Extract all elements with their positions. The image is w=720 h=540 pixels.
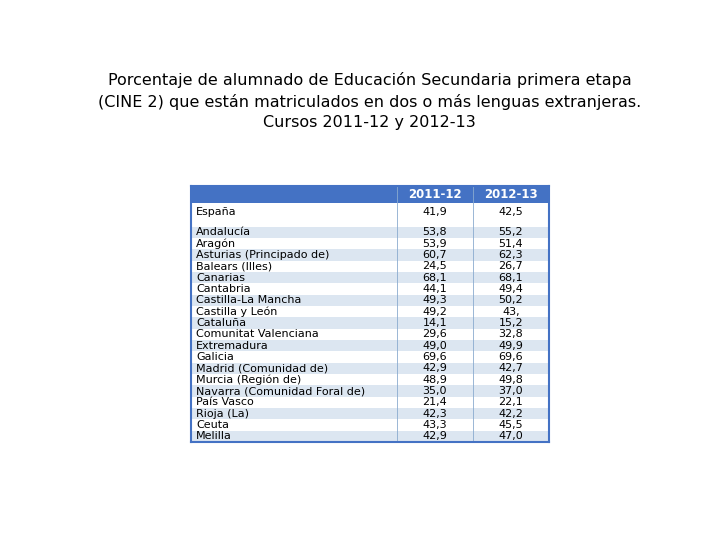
- Text: 49,0: 49,0: [423, 341, 447, 350]
- FancyBboxPatch shape: [191, 340, 549, 352]
- FancyBboxPatch shape: [191, 363, 549, 374]
- Text: Cantabria: Cantabria: [197, 284, 251, 294]
- Text: Extremadura: Extremadura: [197, 341, 269, 350]
- FancyBboxPatch shape: [191, 374, 549, 386]
- Text: Andalucía: Andalucía: [197, 227, 251, 237]
- Text: 69,6: 69,6: [498, 352, 523, 362]
- Text: 22,1: 22,1: [498, 397, 523, 407]
- FancyBboxPatch shape: [191, 226, 549, 238]
- Text: Comunitat Valenciana: Comunitat Valenciana: [197, 329, 319, 339]
- Text: Canarias: Canarias: [197, 273, 246, 282]
- Text: 29,6: 29,6: [423, 329, 447, 339]
- FancyBboxPatch shape: [191, 272, 549, 284]
- Text: 48,9: 48,9: [422, 375, 447, 384]
- Text: Balears (Illes): Balears (Illes): [197, 261, 272, 271]
- FancyBboxPatch shape: [191, 420, 549, 431]
- FancyBboxPatch shape: [191, 306, 549, 318]
- FancyBboxPatch shape: [191, 329, 549, 340]
- FancyBboxPatch shape: [191, 386, 549, 397]
- Text: 68,1: 68,1: [498, 273, 523, 282]
- FancyBboxPatch shape: [191, 408, 549, 420]
- Text: 41,9: 41,9: [423, 207, 447, 217]
- Text: Ceuta: Ceuta: [197, 420, 230, 430]
- FancyBboxPatch shape: [191, 295, 549, 306]
- Text: Castilla-La Mancha: Castilla-La Mancha: [197, 295, 302, 305]
- FancyBboxPatch shape: [191, 397, 549, 408]
- Text: Aragón: Aragón: [197, 238, 236, 249]
- Text: Madrid (Comunidad de): Madrid (Comunidad de): [197, 363, 328, 373]
- Text: Castilla y León: Castilla y León: [197, 306, 278, 317]
- Text: 43,: 43,: [502, 307, 520, 316]
- Text: 50,2: 50,2: [498, 295, 523, 305]
- Text: 35,0: 35,0: [423, 386, 447, 396]
- FancyBboxPatch shape: [191, 204, 549, 220]
- FancyBboxPatch shape: [191, 318, 549, 329]
- Text: 49,2: 49,2: [422, 307, 447, 316]
- Text: 45,5: 45,5: [498, 420, 523, 430]
- Text: 49,4: 49,4: [498, 284, 523, 294]
- Text: 49,8: 49,8: [498, 375, 523, 384]
- Text: 49,9: 49,9: [498, 341, 523, 350]
- Text: 51,4: 51,4: [498, 239, 523, 248]
- FancyBboxPatch shape: [191, 352, 549, 363]
- Text: 44,1: 44,1: [423, 284, 447, 294]
- Text: 2012-13: 2012-13: [484, 188, 538, 201]
- FancyBboxPatch shape: [191, 238, 549, 249]
- Text: País Vasco: País Vasco: [197, 397, 254, 407]
- Text: 14,1: 14,1: [423, 318, 447, 328]
- Text: 69,6: 69,6: [423, 352, 447, 362]
- FancyBboxPatch shape: [191, 260, 549, 272]
- Text: Galicia: Galicia: [197, 352, 234, 362]
- Text: 42,5: 42,5: [498, 207, 523, 217]
- Text: 15,2: 15,2: [498, 318, 523, 328]
- Text: 26,7: 26,7: [498, 261, 523, 271]
- Text: 2011-12: 2011-12: [408, 188, 462, 201]
- Text: 42,3: 42,3: [423, 409, 447, 419]
- Text: Rioja (La): Rioja (La): [197, 409, 249, 419]
- Text: 55,2: 55,2: [498, 227, 523, 237]
- Text: 60,7: 60,7: [423, 250, 447, 260]
- Text: Melilla: Melilla: [197, 431, 233, 441]
- Text: 62,3: 62,3: [498, 250, 523, 260]
- FancyBboxPatch shape: [191, 431, 549, 442]
- Text: 37,0: 37,0: [498, 386, 523, 396]
- Text: 43,3: 43,3: [423, 420, 447, 430]
- Text: 53,9: 53,9: [423, 239, 447, 248]
- FancyBboxPatch shape: [191, 186, 549, 204]
- Text: Asturias (Principado de): Asturias (Principado de): [197, 250, 330, 260]
- FancyBboxPatch shape: [191, 284, 549, 295]
- Text: 32,8: 32,8: [498, 329, 523, 339]
- Text: 68,1: 68,1: [423, 273, 447, 282]
- Text: 21,4: 21,4: [423, 397, 447, 407]
- Text: Navarra (Comunidad Foral de): Navarra (Comunidad Foral de): [197, 386, 366, 396]
- Text: 42,2: 42,2: [498, 409, 523, 419]
- FancyBboxPatch shape: [191, 249, 549, 260]
- Text: 49,3: 49,3: [423, 295, 447, 305]
- Text: Porcentaje de alumnado de Educación Secundaria primera etapa
(CINE 2) que están : Porcentaje de alumnado de Educación Secu…: [98, 72, 642, 130]
- Text: 53,8: 53,8: [423, 227, 447, 237]
- Text: España: España: [197, 207, 237, 217]
- Text: 42,7: 42,7: [498, 363, 523, 373]
- Text: 47,0: 47,0: [498, 431, 523, 441]
- Text: Cataluña: Cataluña: [197, 318, 246, 328]
- Text: 42,9: 42,9: [422, 363, 447, 373]
- Text: Murcia (Región de): Murcia (Región de): [197, 374, 302, 385]
- Text: 24,5: 24,5: [423, 261, 447, 271]
- Text: 42,9: 42,9: [422, 431, 447, 441]
